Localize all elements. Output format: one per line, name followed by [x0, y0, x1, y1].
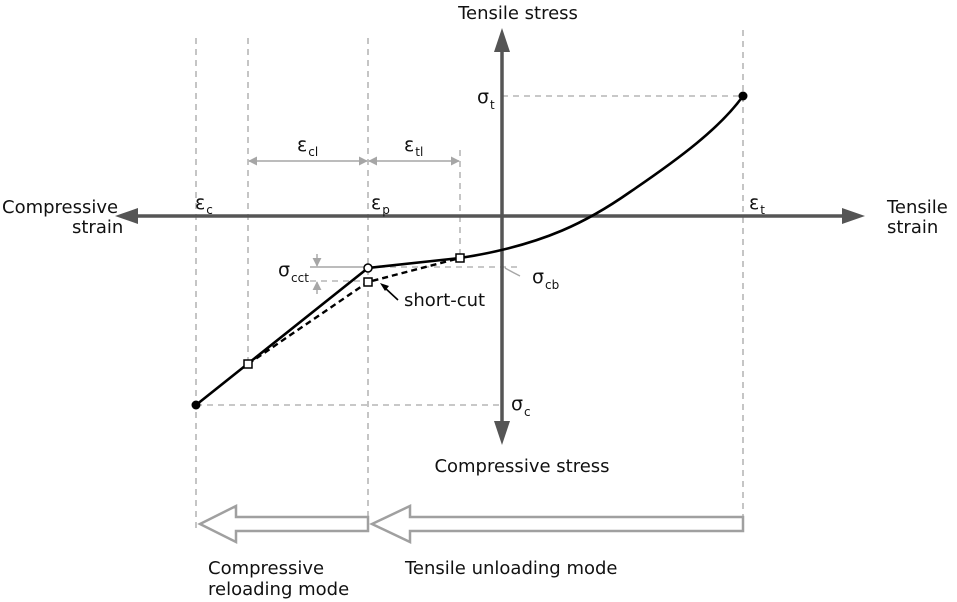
tensile-unloading-arrow	[369, 504, 745, 544]
mode-arrows	[197, 503, 745, 545]
point-sigma-t	[738, 91, 748, 101]
square-marker-eps-tl	[455, 253, 465, 263]
compressive-reloading-label-line2: reloading mode	[208, 579, 349, 600]
horizontal-guides	[196, 95, 743, 406]
compressive-reloading-label-line1: Compressive	[208, 558, 324, 579]
eps-c-label: εc	[195, 192, 213, 217]
sigma-c-label: σc	[511, 393, 531, 419]
tensile-strain-label-line1: Tensile	[886, 197, 948, 218]
compressive-stress-arrowhead	[494, 421, 510, 445]
compressive-reloading-arrow	[197, 503, 370, 545]
sigma-t-label: σt	[477, 86, 495, 112]
compressive-strain-label-line1: Compressive	[2, 197, 118, 218]
sigma-cct-indicator	[310, 254, 368, 294]
eps-t-label: εt	[749, 192, 765, 217]
square-marker-reloading	[243, 359, 253, 369]
eps-cl-label: εcl	[297, 134, 318, 159]
eps-p-label: εp	[371, 192, 390, 217]
tensile-stress-label: Tensile stress	[457, 3, 578, 24]
compressive-strain-arrowhead	[115, 208, 138, 224]
square-marker-shortcut	[363, 277, 373, 287]
tensile-unloading-label: Tensile unloading mode	[404, 558, 617, 579]
point-eps-p-open	[363, 263, 373, 273]
sigma-cb-leader	[504, 267, 521, 277]
sigma-cct-label: σcct	[278, 259, 309, 285]
compressive-stress-label: Compressive stress	[434, 456, 609, 477]
curve-markers	[191, 91, 748, 410]
shortcut-label: short-cut	[404, 290, 485, 311]
unloading-curve	[195, 95, 745, 407]
shortcut-pointer	[380, 283, 399, 301]
tensile-stress-arrowhead	[494, 28, 510, 52]
eps-tl-label: εtl	[404, 134, 423, 159]
axes	[115, 28, 865, 445]
compressive-strain-label-line2: strain	[72, 217, 123, 238]
sigma-cb-label: σcb	[532, 266, 559, 292]
point-sigma-c	[191, 400, 201, 410]
tensile-strain-label-line2: strain	[887, 217, 938, 238]
tensile-strain-arrowhead	[842, 208, 865, 224]
